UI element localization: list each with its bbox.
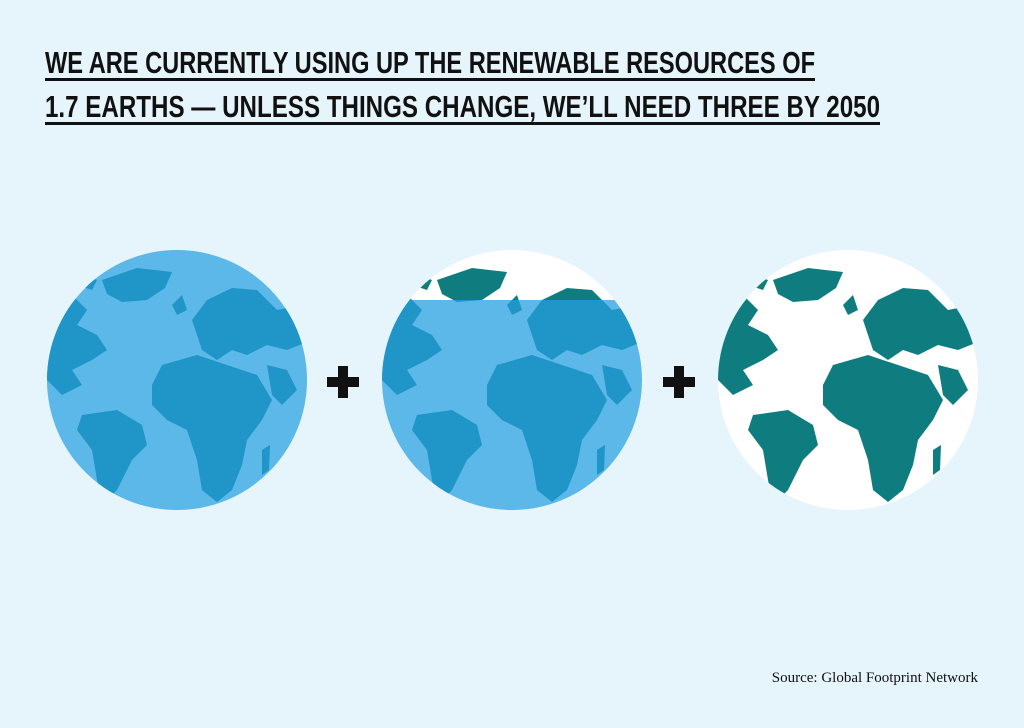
title-line: 1.7 EARTHS — UNLESS THINGS CHANGE, WE’LL… <box>45 89 880 124</box>
globe-full <box>47 250 307 510</box>
globe-empty <box>718 250 978 510</box>
title-underline <box>45 122 880 125</box>
plus-sign <box>327 366 359 398</box>
globe-partial <box>382 250 642 510</box>
source: Source: Global Footprint Network <box>772 670 979 686</box>
title-underline <box>45 78 815 81</box>
plus-sign <box>663 366 695 398</box>
title-line: WE ARE CURRENTLY USING UP THE RENEWABLE … <box>45 45 815 80</box>
